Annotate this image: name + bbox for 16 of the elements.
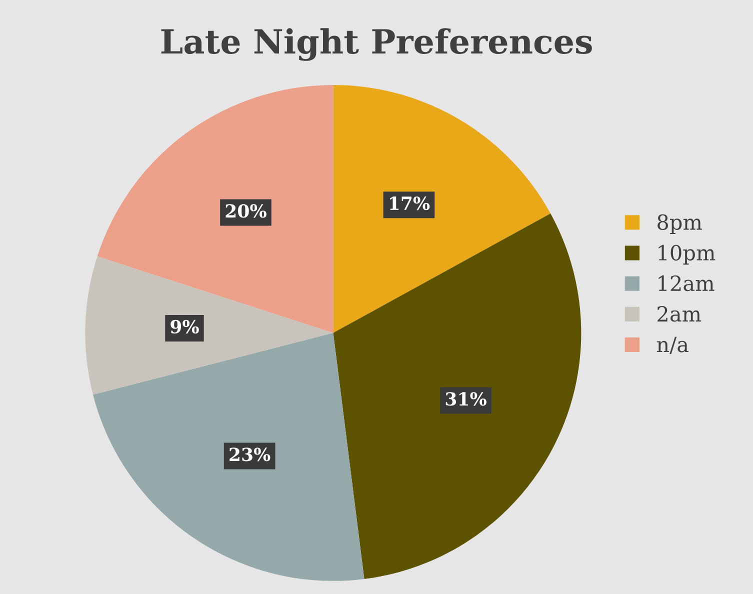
data-label: 23% (230, 448, 270, 462)
chart-title: Late Night Preferences (161, 28, 592, 61)
pie-slice (333, 213, 582, 579)
data-label: 20% (226, 204, 266, 218)
legend-label: 12am (658, 275, 714, 292)
pie-slice (333, 84, 551, 333)
pie-slice (93, 332, 364, 581)
legend-label: 8pm (658, 214, 702, 234)
pie-slice (85, 256, 334, 395)
data-label: 17% (390, 196, 430, 210)
data-label: 31% (446, 392, 486, 406)
legend-label: 10pm (658, 244, 716, 265)
legend-label: 2am (658, 306, 702, 322)
legend-label: n/a (656, 336, 688, 354)
pie-slice (97, 84, 334, 333)
data-label: 9% (170, 320, 199, 334)
